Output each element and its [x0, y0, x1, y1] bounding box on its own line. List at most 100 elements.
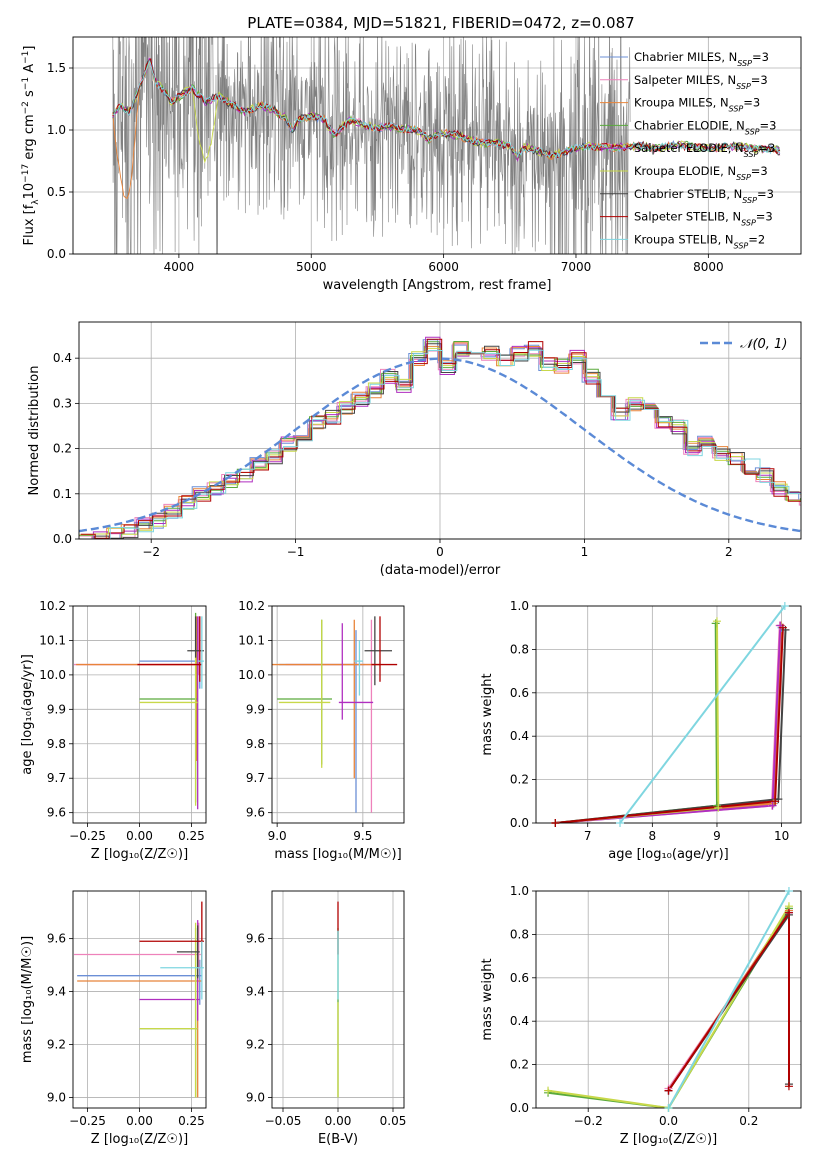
legend-entry-name: Salpeter MILES, N: [634, 73, 736, 87]
ytick-label: 9.0: [47, 1090, 66, 1104]
ytick-label: 0.0: [510, 816, 529, 830]
panel-mass_vs_ebv: −0.05 0.00 0.05 9.0 9.2 9.4 9.6 E(B-V): [246, 890, 407, 1147]
panel-massweight_vs_age: 7 8 9 10 0.0 0.2 0.4 0.6 0.8 1.0 age [log₁₀(age/yr…: [480, 599, 802, 862]
residual-histogram-3: [79, 341, 801, 539]
ytick-label: 10.0: [238, 668, 265, 682]
weight-marker-8: [616, 819, 625, 827]
ytick-label: 0.4: [53, 351, 72, 365]
ytick-label: 9.8: [246, 737, 265, 751]
ytick-label: 0.1: [53, 487, 72, 501]
ytick-label: 0.0: [53, 532, 72, 546]
grid-age_vs_Z: [73, 605, 206, 823]
ytick-label: 9.9: [47, 702, 66, 716]
xtick-label: 7: [584, 829, 592, 843]
legend-entry-name: Kroupa MILES, N: [634, 96, 729, 110]
x-axis-label: Z [log₁₀(Z/Z☉)]: [91, 1132, 188, 1147]
weight-marker-5: [712, 617, 721, 626]
ytick-label: 9.6: [246, 806, 265, 820]
weight-marker-4: [768, 801, 777, 810]
xtick-label: −2: [142, 545, 160, 559]
weight-line-7: [555, 627, 784, 823]
panel-age_vs_mass: 9.0 9.5 9.6 9.7 9.8 9.9 10.0 10.1 10.2 mass [log₁…: [238, 599, 405, 862]
weight-marker-8: [664, 1104, 673, 1112]
xtick-label: 0.25: [178, 829, 205, 843]
legend-entry-n: =3: [752, 50, 769, 64]
x-axis-label: wavelength [Angstrom, rest frame]: [323, 278, 552, 293]
xtick-label: 10: [774, 829, 789, 843]
panel-residuals: −2 −1 0 1 2 0.0 0.1 0.2 0.3 0.4 (data-model)/error…: [27, 321, 802, 578]
ytick-label: 0.5: [47, 185, 66, 199]
xtick-label: 2: [725, 545, 733, 559]
legend-entry-n: =3: [757, 187, 774, 201]
plot-area-mass_vs_Z: [74, 901, 204, 1098]
x-axis-label: (data-model)/error: [380, 563, 501, 578]
ytick-label: 10.2: [39, 599, 66, 613]
y-label-part: λ: [31, 199, 41, 205]
ytick-label: 9.2: [47, 1037, 66, 1051]
plot-area-spectrum: [112, 37, 781, 254]
weight-line-6: [555, 629, 787, 823]
legend-entry-sub: SSP: [736, 173, 751, 182]
legend-entry-name: Kroupa ELODIE, N: [634, 164, 736, 178]
ytick-label: 0.2: [53, 442, 72, 456]
ytick-label: 0.2: [510, 773, 529, 787]
y-label-part: 10: [22, 183, 37, 200]
xtick-label: 1: [581, 545, 589, 559]
y-label-part: s: [22, 90, 37, 101]
ytick-label: 1.0: [510, 884, 529, 898]
ytick-label: 9.2: [246, 1037, 265, 1051]
figure-title: PLATE=0384, MJD=51821, FIBERID=0472, z=0…: [247, 14, 634, 32]
xtick-label: 9.5: [353, 829, 372, 843]
weight-marker-3: [711, 619, 720, 628]
xtick-label: 9.0: [268, 829, 287, 843]
xtick-label: 0.05: [380, 1114, 407, 1128]
legend-entry-name: Chabrier ELODIE, N: [634, 118, 745, 132]
xtick-label: −0.05: [265, 1114, 302, 1128]
axes-frame-massweight_vs_age: [535, 605, 802, 824]
ytick-label: 10.1: [238, 633, 265, 647]
weight-line-1: [555, 625, 781, 823]
legend-entry: Kroupa MILES, NSSP=3: [634, 96, 760, 114]
y-label-part: −17: [21, 164, 31, 183]
y-label-part: A: [22, 64, 37, 77]
panel-spectrum: 4000 5000 6000 7000 8000 0.0 0.5 1.0 1.5 waveleng…: [21, 36, 802, 293]
ytick-label: 0.8: [510, 927, 529, 941]
xtick-label: 0.0: [659, 1114, 678, 1128]
ytick-label: 10.0: [39, 668, 66, 682]
model-spectrum-8: [112, 59, 781, 160]
ytick-label: 9.7: [47, 771, 66, 785]
weight-line-5: [555, 621, 720, 823]
ytick-label: 9.6: [47, 932, 66, 946]
xtick-label: −1: [287, 545, 305, 559]
legend-entry-name: Salpeter STELIB, N: [634, 210, 741, 224]
weight-marker-5: [714, 803, 723, 812]
weight-marker-7: [551, 819, 560, 827]
legend-entry-sub: SSP: [742, 195, 757, 204]
y-axis-label: Flux [fλ10−17 erg cm−2 s−1 A−1]: [21, 46, 41, 246]
legend-entry-n: =3: [743, 96, 760, 110]
observed-spectrum: [112, 37, 631, 254]
ytick-label: 1.0: [47, 123, 66, 137]
ytick-label: 10.1: [39, 633, 66, 647]
legend-entry-sub: SSP: [729, 104, 744, 113]
legend-entry-sub: SSP: [745, 127, 760, 136]
weight-marker-8: [784, 887, 793, 895]
weight-marker-7: [778, 623, 787, 632]
ytick-label: 9.4: [246, 985, 265, 999]
ytick-label: 0.8: [510, 642, 529, 656]
xtick-label: 5000: [296, 260, 327, 274]
ytick-label: 1.0: [510, 599, 529, 613]
xtick-label: 4000: [164, 260, 195, 274]
ytick-label: 9.8: [47, 737, 66, 751]
y-label-part: −1: [21, 51, 31, 64]
xtick-label: 0.25: [178, 1114, 205, 1128]
xtick-label: 8000: [693, 260, 724, 274]
ytick-label: 1.5: [47, 61, 66, 75]
weight-line-0: [555, 627, 783, 823]
residual-histogram-5: [79, 347, 801, 536]
axes-frame-spectrum: [72, 36, 802, 255]
xtick-label: 0: [436, 545, 444, 559]
grid-massweight_vs_Z: [536, 890, 801, 1109]
